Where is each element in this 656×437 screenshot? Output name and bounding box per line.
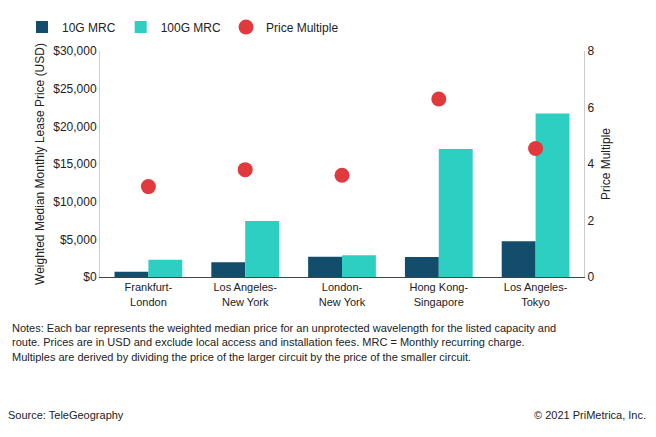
svg-text:London-New York: London-New York [319, 281, 366, 307]
svg-text:8: 8 [587, 44, 594, 58]
svg-text:4: 4 [587, 157, 594, 171]
svg-text:Los Angeles-Tokyo: Los Angeles-Tokyo [504, 281, 568, 307]
svg-text:Frankfurt-London: Frankfurt-London [125, 281, 173, 307]
svg-text:$25,000: $25,000 [53, 82, 97, 96]
svg-text:100G MRC: 100G MRC [161, 21, 221, 35]
svg-text:$15,000: $15,000 [53, 157, 97, 171]
svg-text:$20,000: $20,000 [53, 120, 97, 134]
svg-text:Hong Kong-Singapore: Hong Kong-Singapore [409, 281, 468, 307]
svg-text:© 2021 PriMetrica, Inc.: © 2021 PriMetrica, Inc. [534, 409, 646, 421]
svg-text:2: 2 [587, 214, 594, 228]
svg-text:Los Angeles-New York: Los Angeles-New York [213, 281, 277, 307]
svg-text:10G MRC: 10G MRC [62, 21, 116, 35]
svg-text:$10,000: $10,000 [53, 195, 97, 209]
svg-text:6: 6 [587, 101, 594, 115]
svg-text:$5,000: $5,000 [60, 233, 97, 247]
svg-text:Notes: Each bar represents the: Notes: Each bar represents the weighted … [12, 322, 556, 363]
svg-text:Weighted Median Monthly Lease: Weighted Median Monthly Lease Price (USD… [33, 43, 47, 285]
svg-text:Source: TeleGeography: Source: TeleGeography [8, 409, 124, 421]
svg-text:Price Multiple: Price Multiple [599, 128, 613, 200]
svg-text:Price Multiple: Price Multiple [266, 21, 338, 35]
svg-text:$0: $0 [83, 270, 97, 284]
svg-text:0: 0 [587, 270, 594, 284]
svg-text:$30,000: $30,000 [53, 44, 97, 58]
